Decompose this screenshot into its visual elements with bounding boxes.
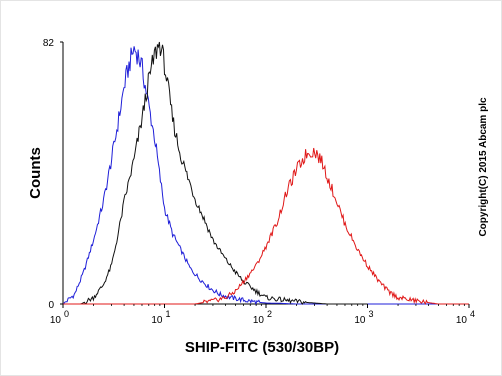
x-axis-label: SHIP-FITC (530/30BP) bbox=[185, 339, 339, 356]
series-line-2 bbox=[63, 41, 368, 305]
plot-area bbox=[62, 41, 469, 306]
x-tick-label: 102 bbox=[253, 309, 272, 326]
x-tick-label: 103 bbox=[354, 309, 373, 326]
x-tick-base: 10 bbox=[253, 315, 265, 326]
copyright-annotation: Copyright(C) 2015 Abcam plc bbox=[478, 97, 489, 237]
x-tick-base: 10 bbox=[50, 315, 62, 326]
x-tick-label: 101 bbox=[151, 309, 170, 326]
y-axis-label: Counts bbox=[27, 147, 44, 199]
series-line-3 bbox=[63, 147, 469, 305]
x-tick-exponent: 4 bbox=[470, 309, 475, 319]
x-tick-base: 10 bbox=[151, 315, 163, 326]
x-tick-exponent: 2 bbox=[267, 309, 272, 319]
x-tick-base: 10 bbox=[354, 315, 366, 326]
x-tick-exponent: 0 bbox=[64, 309, 69, 319]
x-tick-label: 100 bbox=[50, 309, 69, 326]
x-tick-exponent: 1 bbox=[166, 309, 171, 319]
x-tick-exponent: 3 bbox=[369, 309, 374, 319]
series-line-1 bbox=[62, 46, 469, 306]
x-tick-base: 10 bbox=[456, 315, 468, 326]
y-tick-label: 82 bbox=[43, 38, 55, 49]
y-tick-label: 0 bbox=[48, 300, 54, 311]
x-tick-label: 104 bbox=[456, 309, 475, 326]
